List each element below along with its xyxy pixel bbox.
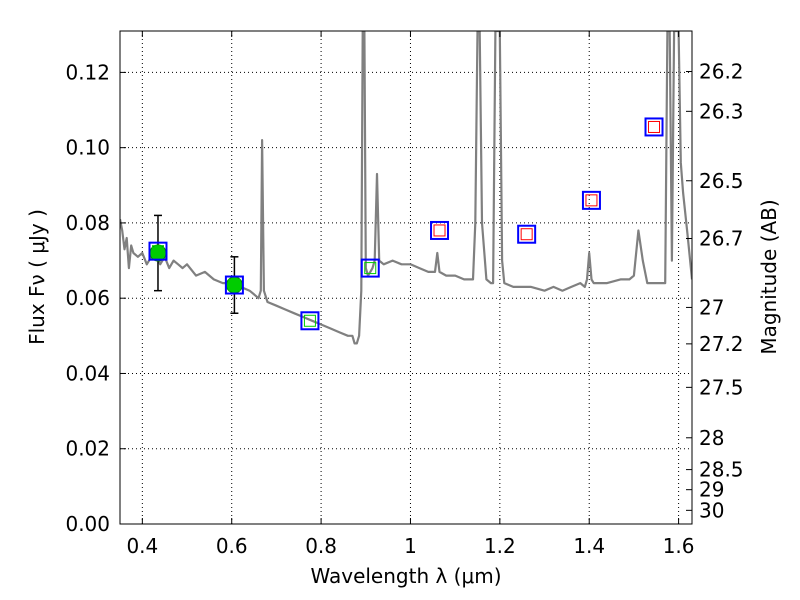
x-axis-label: Wavelength λ (μm)	[310, 564, 501, 588]
model-point-inner	[151, 245, 164, 258]
x-tick-label: 0.6	[216, 534, 248, 558]
x-tick-label: 1.2	[484, 534, 516, 558]
y-tick-label: 0.06	[65, 286, 110, 310]
x-tick-label: 0.4	[126, 534, 158, 558]
model-point-box	[517, 224, 537, 244]
y2-tick-label: 26.7	[699, 227, 744, 251]
x-tick-label: 1.6	[663, 534, 695, 558]
y2-tick-label: 28.5	[699, 458, 744, 482]
y2-tick-label: 26.5	[699, 169, 744, 193]
model-point-inner	[585, 194, 598, 207]
y-tick-label: 0.12	[65, 60, 110, 84]
y-tick-label: 0.08	[65, 211, 110, 235]
y2-tick-label: 28	[699, 426, 724, 450]
model-spectrum	[120, 31, 692, 345]
plot-frame	[119, 30, 693, 525]
model-point-box	[644, 117, 664, 137]
plot-background	[120, 31, 692, 524]
y2-tick-label: 27.5	[699, 375, 744, 399]
model-point-inner	[228, 279, 241, 292]
model-point-inner	[364, 262, 377, 275]
y-tick-label: 0.02	[65, 437, 110, 461]
x-tick-label: 0.8	[305, 534, 337, 558]
model-point-inner	[433, 224, 446, 237]
y2-axis-label: Magnitude (AB)	[757, 199, 781, 354]
model-point-inner	[520, 228, 533, 241]
y2-tick-label: 27	[699, 295, 724, 319]
model-point-inner	[303, 314, 316, 327]
model-photometry-points	[148, 117, 664, 331]
model-point-box	[300, 311, 320, 331]
x-tick-label: 1.4	[573, 534, 605, 558]
y-tick-label: 0.10	[65, 136, 110, 160]
model-point-box	[148, 241, 168, 261]
y2-tick-label: 26.2	[699, 60, 744, 84]
x-axis-ticks: 0.4 0.6 0.8 1 1.2 1.4 1.6	[126, 31, 695, 558]
model-point-box	[430, 220, 450, 240]
y-tick-label: 0.04	[65, 361, 110, 385]
model-point-box	[224, 275, 244, 295]
y-axis-ticks: 0.00 0.02 0.04 0.06 0.08 0.10 0.12	[65, 60, 126, 536]
y2-tick-label: 30	[699, 498, 724, 522]
spectrum-line	[120, 31, 692, 345]
y2-tick-label: 26.3	[699, 99, 744, 123]
y-axis-label: Flux Fν ( μJy )	[25, 209, 49, 345]
x-tick-label: 1	[404, 534, 417, 558]
y-tick-label: 0.00	[65, 512, 110, 536]
model-point-inner	[648, 120, 661, 133]
y2-tick-label: 29	[699, 478, 724, 502]
y2-tick-label: 27.2	[699, 332, 744, 356]
model-point-box	[581, 190, 601, 210]
model-point-box	[360, 258, 380, 278]
